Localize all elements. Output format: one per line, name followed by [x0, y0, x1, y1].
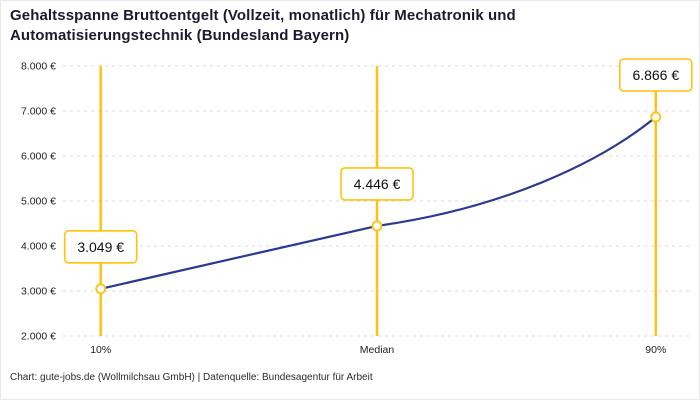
value-label-box — [618, 58, 693, 92]
value-label-box — [340, 167, 414, 201]
y-tick-label: 6.000 € — [21, 151, 56, 163]
x-tick-label: 10% — [90, 344, 111, 356]
value-label-text: 3.049 € — [77, 239, 124, 255]
y-tick-label: 7.000 € — [21, 106, 56, 118]
x-axis-labels: 10% Median 90% — [90, 344, 666, 356]
y-tick-label: 3.000 € — [21, 286, 56, 298]
value-labels: 3.049 € 4.446 € 6.866 € — [63, 58, 693, 264]
y-tick-label: 2.000 € — [21, 331, 56, 343]
data-point-marker — [650, 111, 662, 123]
data-point-marker — [371, 220, 383, 232]
y-tick-label: 4.000 € — [21, 241, 56, 253]
data-points — [95, 111, 662, 295]
x-tick-label: 90% — [645, 344, 666, 356]
y-axis-labels: 2.000 € 3.000 € 4.000 € 5.000 € 6.000 € 7.000… — [21, 61, 56, 343]
data-point-marker — [95, 283, 107, 295]
value-label-text: 4.446 € — [354, 176, 401, 192]
value-label-box — [63, 230, 138, 264]
value-label-text: 6.866 € — [632, 67, 679, 83]
chart-source-caption: Chart: gute-jobs.de (Wollmilchsau GmbH) … — [10, 372, 373, 383]
chart-title: Gehaltsspanne Bruttoentgelt (Vollzeit, m… — [10, 7, 516, 45]
y-tick-label: 8.000 € — [21, 61, 56, 73]
x-tick-label: Median — [360, 344, 395, 356]
y-tick-label: 5.000 € — [21, 196, 56, 208]
